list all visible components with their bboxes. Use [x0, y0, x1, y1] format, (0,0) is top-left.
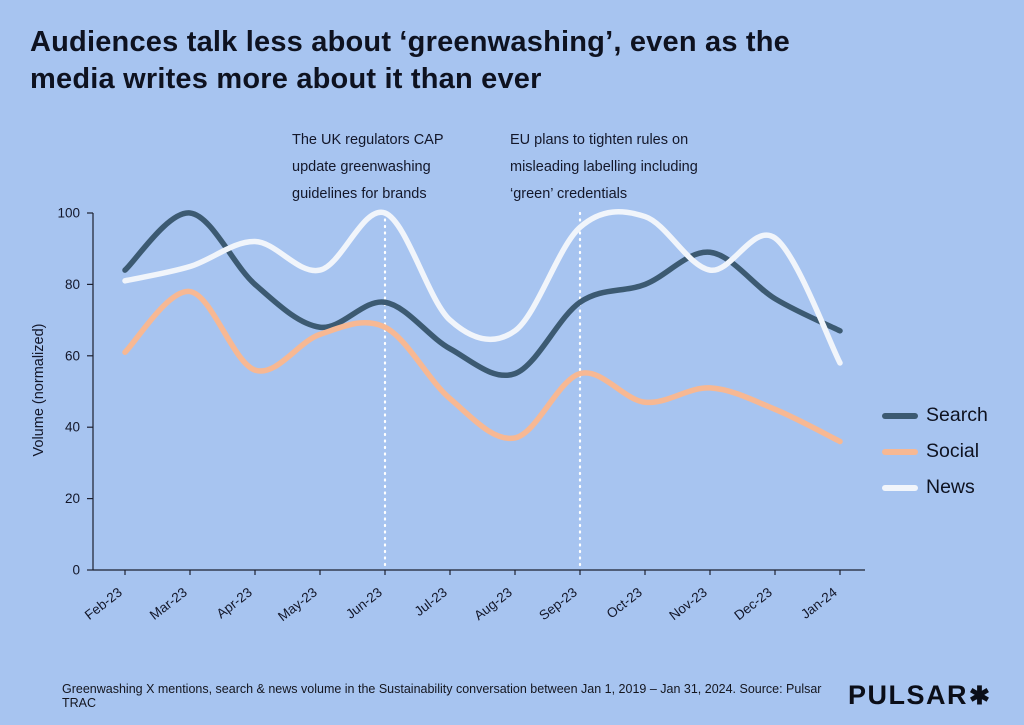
pulsar-logo-text: PULSAR	[848, 680, 969, 710]
y-tick-label: 80	[65, 277, 80, 292]
y-tick-label: 100	[57, 206, 80, 221]
page-title: Audiences talk less about ‘greenwashing’…	[30, 26, 791, 96]
x-tick-label: Dec-23	[731, 585, 775, 624]
y-axis-title: Volume (normalized)	[31, 324, 47, 457]
y-tick-label: 40	[65, 420, 80, 435]
x-tick-label: Jan-24	[798, 584, 840, 622]
x-tick-label: Nov-23	[666, 585, 710, 624]
legend-item-social: Social	[882, 440, 988, 463]
legend-item-news: News	[882, 476, 988, 499]
x-tick-label: Oct-23	[604, 585, 645, 622]
x-tick-label: Aug-23	[471, 585, 515, 624]
series-line-search	[122, 210, 843, 378]
annotation-cap-guidelines: The UK regulators CAP update greenwashin…	[292, 132, 444, 202]
source-caption: Greenwashing X mentions, search & news v…	[62, 681, 822, 710]
footer: Greenwashing X mentions, search & news v…	[0, 680, 1024, 711]
legend-item-search: Search	[882, 404, 988, 427]
legend-label-news: News	[926, 476, 975, 498]
pulsar-star-icon: ✱	[969, 681, 990, 710]
series-line-news	[122, 209, 843, 366]
x-tick-label: Feb-23	[82, 585, 125, 623]
x-tick-label: Mar-23	[147, 585, 190, 623]
pulsar-logo: PULSAR ✱	[848, 680, 990, 711]
legend-swatch-search	[882, 412, 918, 419]
y-tick-label: 20	[65, 491, 80, 506]
legend-swatch-social	[882, 448, 918, 455]
legend-label-social: Social	[926, 440, 980, 462]
x-tick-label: Sep-23	[536, 585, 580, 624]
x-tick-label: Jun-23	[343, 585, 385, 622]
x-tick-label: May-23	[275, 585, 320, 625]
legend-swatch-news	[882, 484, 918, 491]
y-tick-label: 0	[72, 563, 80, 578]
series-line-social	[122, 288, 843, 445]
legend-label-search: Search	[926, 404, 988, 426]
y-tick-label: 60	[65, 348, 80, 363]
x-tick-label: Apr-23	[214, 585, 255, 622]
chart-legend: Search Social News	[882, 404, 988, 499]
x-tick-label: Jul-23	[412, 585, 450, 619]
annotation-eu-rules: EU plans to tighten rules on misleading …	[510, 132, 698, 202]
